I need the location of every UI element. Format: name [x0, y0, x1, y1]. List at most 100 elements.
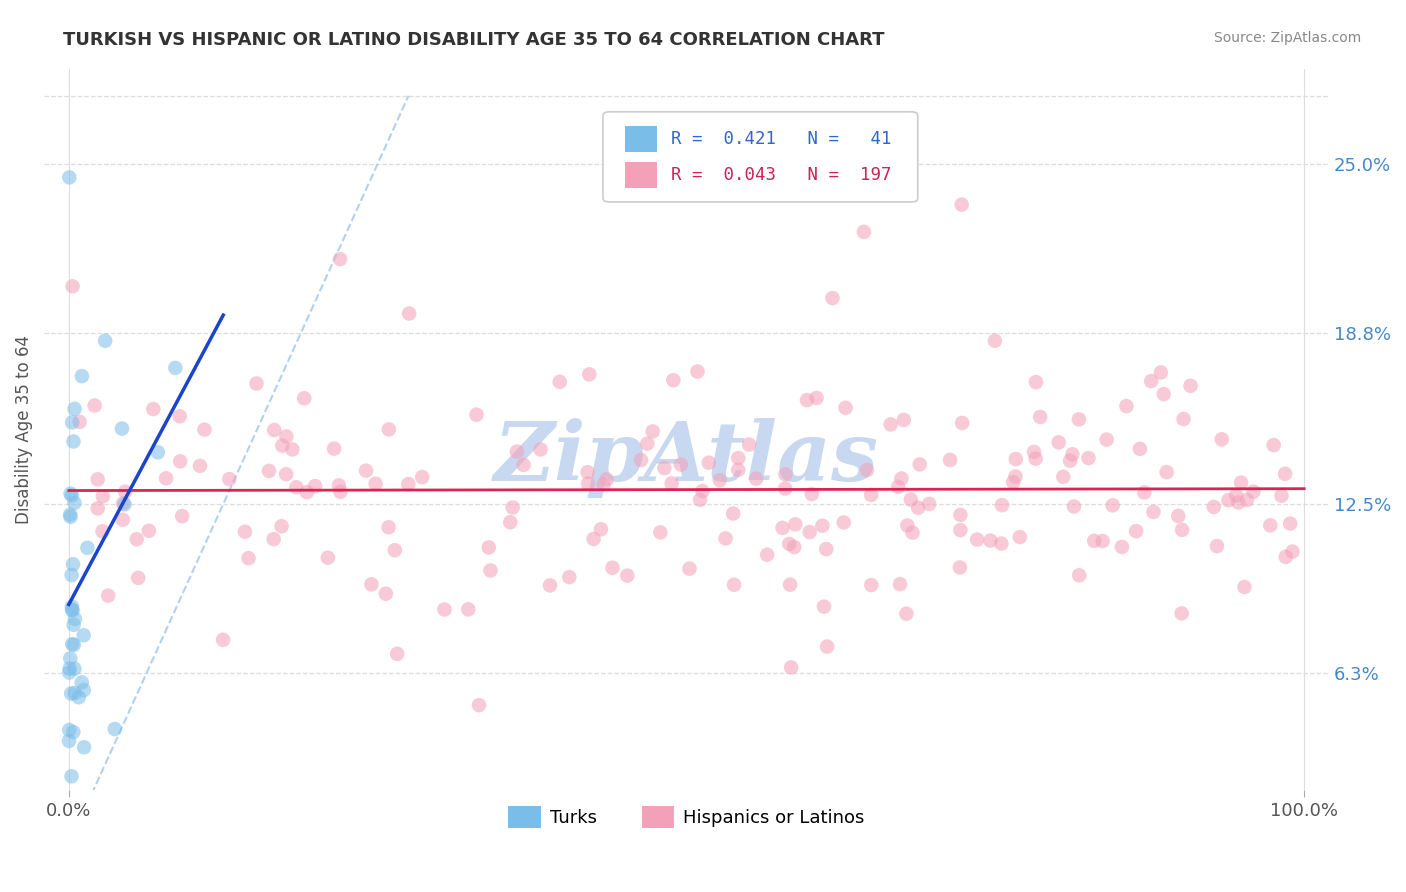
Point — [295, 485, 318, 500]
Point — [63, 612, 86, 626]
Point — [709, 473, 731, 487]
Point — [592, 477, 614, 491]
Point — [778, 537, 800, 551]
Point — [1115, 399, 1137, 413]
Point — [377, 520, 399, 534]
Point — [146, 445, 169, 459]
Point — [727, 451, 749, 466]
Point — [87, 501, 110, 516]
Point — [596, 472, 619, 486]
Point — [576, 476, 599, 491]
Point — [60, 686, 83, 700]
Point — [529, 442, 551, 457]
Point — [1274, 467, 1296, 481]
Point — [775, 467, 797, 482]
Point — [1270, 489, 1292, 503]
Point — [478, 541, 501, 555]
Point — [1101, 499, 1123, 513]
Point — [1274, 549, 1296, 564]
Point — [304, 479, 326, 493]
Point — [756, 548, 779, 562]
Point — [785, 517, 807, 532]
Point — [1180, 378, 1202, 392]
Point — [1083, 533, 1105, 548]
Text: TURKISH VS HISPANIC OR LATINO DISABILITY AGE 35 TO 64 CORRELATION CHART: TURKISH VS HISPANIC OR LATINO DISABILITY… — [63, 31, 884, 49]
Point — [59, 651, 82, 665]
Point — [979, 533, 1001, 548]
Point — [329, 252, 352, 266]
Point — [1170, 607, 1192, 621]
Point — [94, 334, 117, 348]
Bar — [624, 127, 657, 153]
Point — [692, 484, 714, 499]
Point — [1095, 433, 1118, 447]
Point — [271, 438, 294, 452]
Point — [285, 480, 308, 494]
Point — [193, 423, 215, 437]
Point — [1025, 451, 1047, 466]
Point — [1241, 484, 1264, 499]
Point — [384, 543, 406, 558]
Point — [966, 533, 988, 547]
Legend: Turks, Hispanics or Latinos: Turks, Hispanics or Latinos — [501, 798, 872, 835]
Point — [799, 524, 821, 539]
Point — [1077, 451, 1099, 466]
Point — [281, 442, 304, 457]
Point — [630, 453, 652, 467]
Point — [811, 518, 834, 533]
Point — [832, 516, 855, 530]
Point — [1002, 475, 1025, 489]
Point — [59, 508, 82, 522]
Point — [114, 497, 136, 511]
Point — [1258, 518, 1281, 533]
Bar — [624, 161, 657, 187]
Point — [1171, 523, 1194, 537]
Point — [1052, 469, 1074, 483]
Point — [950, 197, 973, 211]
Point — [860, 578, 883, 592]
Point — [63, 401, 86, 416]
Point — [62, 603, 84, 617]
Point — [650, 525, 672, 540]
Point — [1059, 453, 1081, 467]
Point — [169, 409, 191, 424]
Point — [576, 465, 599, 479]
Text: Source: ZipAtlas.com: Source: ZipAtlas.com — [1213, 31, 1361, 45]
Point — [1156, 465, 1178, 479]
Point — [589, 522, 612, 536]
Point — [1150, 366, 1173, 380]
Point — [60, 568, 83, 582]
Point — [398, 306, 420, 320]
Point — [512, 458, 534, 472]
Point — [263, 423, 285, 437]
Point — [63, 496, 86, 510]
Point — [1047, 435, 1070, 450]
Point — [125, 533, 148, 547]
Point — [58, 723, 80, 737]
Point — [1067, 412, 1090, 426]
Point — [62, 558, 84, 572]
Point — [329, 484, 352, 499]
Point — [582, 532, 605, 546]
Point — [1230, 475, 1253, 490]
Point — [374, 587, 396, 601]
Point — [984, 334, 1007, 348]
Point — [245, 376, 267, 391]
Point — [91, 489, 114, 503]
Point — [779, 577, 801, 591]
Point — [548, 375, 571, 389]
Point — [723, 578, 745, 592]
Point — [58, 170, 80, 185]
Point — [316, 550, 339, 565]
Point — [1022, 445, 1045, 459]
Point — [1225, 488, 1247, 502]
Point — [111, 513, 134, 527]
Point — [114, 484, 136, 499]
FancyBboxPatch shape — [603, 112, 918, 202]
Point — [697, 456, 720, 470]
Point — [60, 602, 83, 616]
Point — [1133, 485, 1156, 500]
Point — [1202, 500, 1225, 514]
Point — [233, 524, 256, 539]
Point — [856, 463, 879, 477]
